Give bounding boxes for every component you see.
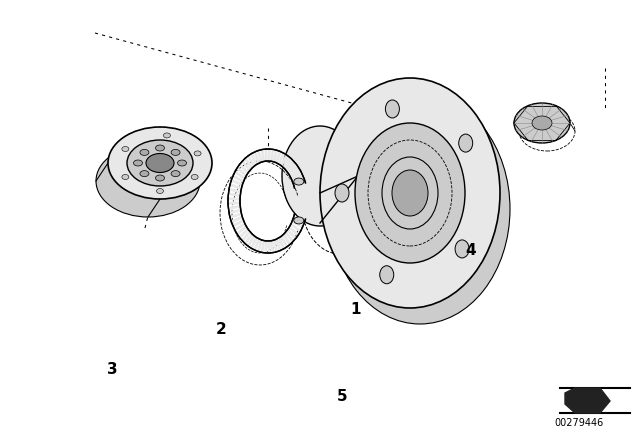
Ellipse shape [392, 170, 428, 216]
Ellipse shape [380, 266, 394, 284]
Ellipse shape [146, 154, 174, 172]
Ellipse shape [171, 149, 180, 155]
Text: 5: 5 [337, 389, 348, 404]
Ellipse shape [122, 146, 129, 151]
Ellipse shape [134, 160, 143, 166]
Ellipse shape [157, 189, 163, 194]
Ellipse shape [191, 175, 198, 180]
Text: 00279446: 00279446 [555, 418, 604, 428]
Ellipse shape [330, 94, 510, 324]
Ellipse shape [532, 116, 552, 130]
Polygon shape [565, 388, 610, 413]
Ellipse shape [355, 123, 465, 263]
Ellipse shape [335, 184, 349, 202]
Ellipse shape [459, 134, 473, 152]
Ellipse shape [385, 100, 399, 118]
Ellipse shape [194, 151, 201, 156]
Ellipse shape [108, 127, 212, 199]
Ellipse shape [163, 133, 170, 138]
Ellipse shape [127, 140, 193, 186]
Ellipse shape [177, 160, 186, 166]
Text: 1: 1 [350, 302, 360, 317]
Ellipse shape [156, 175, 164, 181]
Ellipse shape [320, 78, 500, 308]
Text: 4: 4 [465, 243, 476, 258]
Ellipse shape [294, 178, 304, 185]
Ellipse shape [382, 157, 438, 229]
Ellipse shape [140, 171, 149, 177]
Text: 3: 3 [107, 362, 117, 377]
Text: 2: 2 [216, 322, 226, 337]
Ellipse shape [282, 126, 358, 226]
Ellipse shape [140, 149, 149, 155]
Ellipse shape [156, 145, 164, 151]
Ellipse shape [302, 154, 378, 254]
Ellipse shape [294, 217, 304, 224]
Ellipse shape [96, 145, 200, 217]
Ellipse shape [514, 103, 570, 143]
Ellipse shape [455, 240, 469, 258]
Ellipse shape [171, 171, 180, 177]
Ellipse shape [122, 175, 129, 180]
